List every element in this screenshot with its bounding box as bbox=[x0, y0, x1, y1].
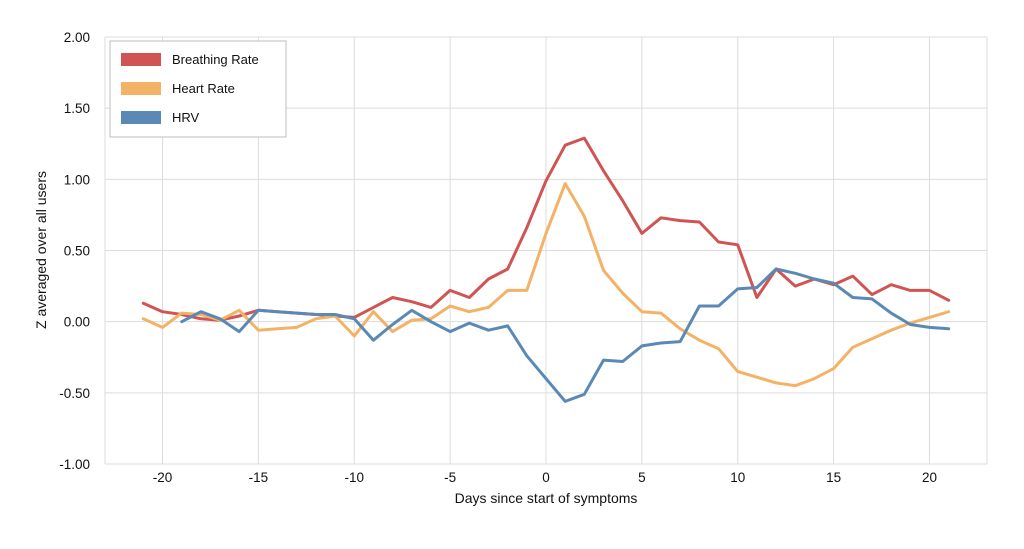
x-axis-title: Days since start of symptoms bbox=[455, 490, 638, 506]
legend-swatch-hrv bbox=[121, 111, 161, 124]
legend-label-hrv: HRV bbox=[172, 110, 200, 125]
y-tick-label: -1.00 bbox=[59, 457, 90, 472]
y-axis-title: Z averaged over all users bbox=[33, 171, 49, 329]
legend-swatch-heart-rate bbox=[121, 82, 161, 95]
series-line-hrv bbox=[180, 267, 951, 403]
x-tick-label: -15 bbox=[249, 470, 269, 485]
series-line-heart-rate bbox=[141, 182, 951, 388]
y-tick-label: 1.00 bbox=[64, 172, 90, 187]
x-tick-label: 0 bbox=[542, 470, 550, 485]
y-tick-label: 1.50 bbox=[64, 101, 90, 116]
tick-labels: -1.00 -0.50 0.00 0.50 1.00 1.50 2.00 -20 -15 -10 -… bbox=[59, 30, 937, 485]
x-tick-label: -10 bbox=[345, 470, 365, 485]
x-tick-label: -5 bbox=[444, 470, 456, 485]
legend-label-heart-rate: Heart Rate bbox=[172, 81, 235, 96]
x-tick-label: 10 bbox=[730, 470, 745, 485]
x-tick-label: -20 bbox=[153, 470, 173, 485]
x-tick-label: 20 bbox=[922, 470, 937, 485]
y-tick-label: 2.00 bbox=[64, 30, 90, 45]
y-tick-label: -0.50 bbox=[59, 386, 90, 401]
legend-swatch-breathing-rate bbox=[121, 53, 161, 66]
legend: Breathing Rate Heart Rate HRV bbox=[109, 40, 287, 138]
x-tick-label: 5 bbox=[638, 470, 646, 485]
y-tick-label: 0.00 bbox=[64, 315, 90, 330]
series-lines bbox=[141, 136, 951, 403]
legend-label-breathing-rate: Breathing Rate bbox=[172, 52, 259, 67]
x-tick-label: 15 bbox=[826, 470, 841, 485]
y-tick-label: 0.50 bbox=[64, 244, 90, 259]
